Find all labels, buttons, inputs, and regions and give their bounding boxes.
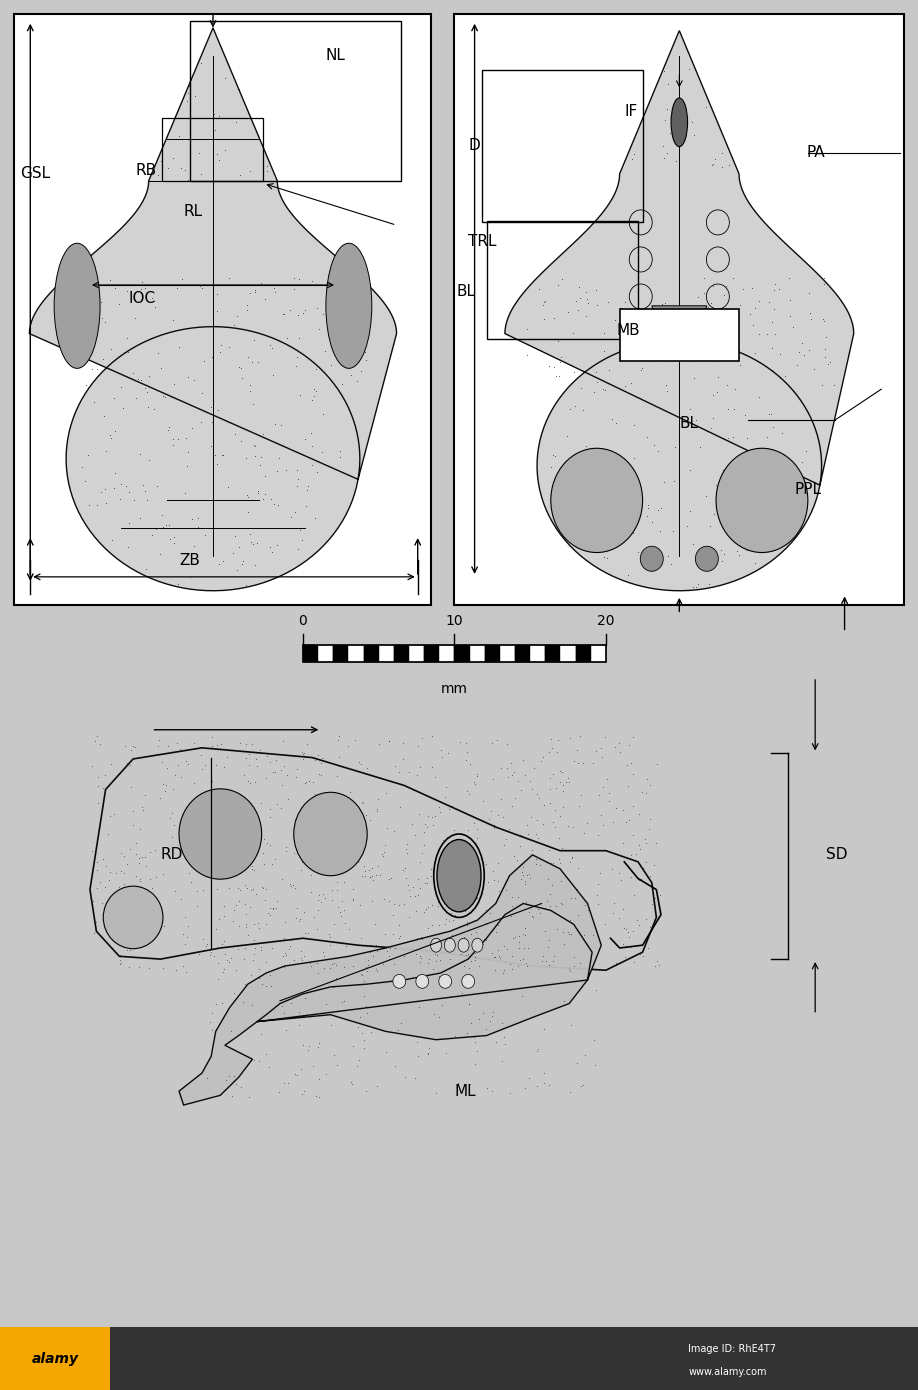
Bar [303,645,319,662]
Text: RB: RB [136,164,157,178]
Polygon shape [505,31,854,591]
Bar [515,645,531,662]
Bar [333,645,349,662]
Ellipse shape [437,840,481,912]
Ellipse shape [458,938,469,952]
Text: GSL: GSL [20,167,50,181]
Ellipse shape [179,790,262,880]
Ellipse shape [641,546,663,571]
Bar [545,645,560,662]
Bar [409,645,424,662]
Bar [190,21,401,181]
Bar [319,645,333,662]
Bar [531,645,545,662]
Bar [364,645,379,662]
Bar [0,1327,918,1390]
Polygon shape [179,855,601,1105]
Text: MB: MB [617,324,641,338]
Polygon shape [90,748,656,970]
Bar [349,645,364,662]
Text: Image ID: RhE4T7: Image ID: RhE4T7 [688,1344,777,1354]
Bar [303,645,606,662]
Text: BL: BL [456,285,476,299]
Bar [0,1327,110,1390]
Bar [561,645,576,662]
Text: TRL: TRL [468,235,497,249]
Ellipse shape [439,974,452,988]
Text: PA: PA [806,146,824,160]
Ellipse shape [103,887,163,948]
Polygon shape [652,306,707,341]
Text: ML: ML [454,1084,476,1098]
Text: D: D [468,139,480,153]
Text: www.alamy.com: www.alamy.com [688,1368,767,1377]
Bar [620,309,739,361]
Ellipse shape [671,97,688,146]
Text: PPL: PPL [794,482,821,496]
Polygon shape [29,28,397,591]
Text: BL: BL [679,417,699,431]
Text: RL: RL [184,204,203,218]
Text: alamy: alamy [31,1351,79,1366]
Bar [162,118,263,181]
Bar [14,14,431,605]
Text: RD: RD [161,848,183,862]
Bar [591,645,606,662]
Bar [500,645,515,662]
Bar [379,645,394,662]
Ellipse shape [716,448,808,552]
Ellipse shape [462,974,475,988]
Bar [424,645,440,662]
Text: IF: IF [624,104,637,118]
Text: SD: SD [826,848,847,862]
Text: 0: 0 [298,614,308,628]
Bar [576,645,591,662]
Bar [394,645,409,662]
Text: 20: 20 [597,614,615,628]
Ellipse shape [472,938,483,952]
Ellipse shape [393,974,406,988]
Bar [487,221,638,339]
Bar [454,14,904,605]
Ellipse shape [326,243,372,368]
Text: 10: 10 [445,614,464,628]
Ellipse shape [696,546,719,571]
Text: ZB: ZB [179,553,200,567]
Bar [470,645,485,662]
Text: NL: NL [326,49,346,63]
Ellipse shape [551,448,643,552]
Ellipse shape [54,243,100,368]
Ellipse shape [294,792,367,876]
Ellipse shape [444,938,455,952]
Bar [485,645,500,662]
Bar [440,645,454,662]
Ellipse shape [431,938,442,952]
Ellipse shape [416,974,429,988]
Text: IOC: IOC [129,292,156,306]
Bar [454,645,469,662]
Bar [482,70,643,222]
Text: mm: mm [441,682,468,696]
